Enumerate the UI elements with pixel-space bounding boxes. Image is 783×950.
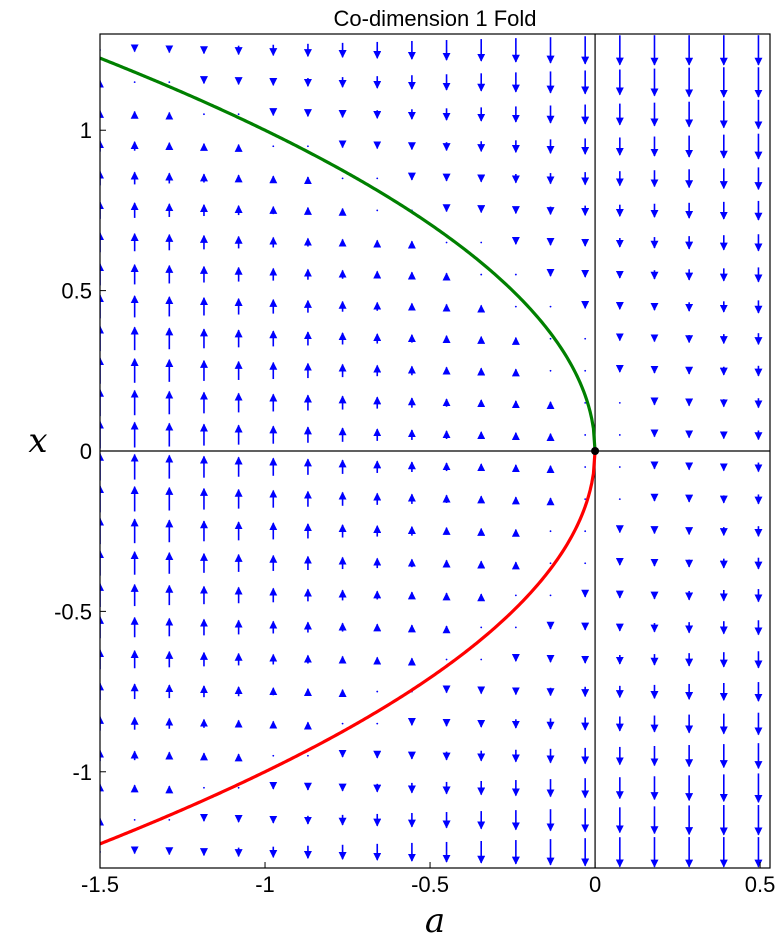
vector-arrow: [480, 273, 483, 276]
vector-arrow: [133, 81, 136, 84]
y-tick-label: 0.5: [61, 279, 92, 304]
plot-area: [100, 34, 770, 868]
vector-arrow: [549, 369, 552, 372]
vector-arrow: [549, 562, 552, 565]
vector-arrow: [376, 177, 379, 180]
vector-arrow: [376, 690, 379, 693]
x-axis-ticks: -1.5 -1 -0.5 0 0.5: [81, 862, 775, 897]
vector-arrow: [514, 594, 517, 597]
vector-arrow: [584, 337, 587, 340]
vector-arrow: [549, 305, 552, 308]
vector-arrow: [203, 786, 205, 789]
vector-arrow: [584, 369, 587, 372]
y-tick-label: -1: [72, 760, 92, 785]
vector-arrow: [514, 305, 517, 308]
vector-arrow: [514, 626, 517, 629]
vector-arrow: [376, 209, 379, 212]
x-tick-label: -1.5: [81, 872, 119, 897]
x-tick-label: -0.5: [411, 872, 449, 897]
vector-arrow: [307, 145, 309, 148]
x-tick-label: -1: [255, 872, 275, 897]
vector-arrow: [584, 434, 587, 436]
vector-arrow: [341, 722, 344, 725]
y-axis-label: x: [28, 421, 47, 461]
y-axis-ticks: -1 -0.5 0 0.5 1: [54, 118, 106, 785]
x-axis-label: a: [425, 901, 445, 941]
vector-arrow: [584, 530, 587, 533]
y-tick-label: 1: [80, 118, 92, 143]
vector-arrow: [376, 722, 379, 725]
vector-arrow: [549, 337, 552, 340]
vector-arrow: [237, 113, 240, 116]
vector-arrow: [584, 401, 587, 404]
vector-arrow: [618, 466, 621, 468]
x-tick-label: 0: [589, 872, 601, 897]
vector-arrow: [480, 626, 483, 629]
vector-arrow: [307, 754, 309, 757]
vector-arrow: [549, 530, 552, 533]
vector-arrow: [272, 145, 275, 148]
vector-arrow: [168, 818, 171, 821]
y-tick-label: -0.5: [54, 599, 92, 624]
y-tick-label: 0: [80, 439, 92, 464]
vector-arrow: [584, 466, 587, 468]
upper-branch-curve: [100, 56, 597, 452]
vector-arrow: [584, 498, 587, 501]
vector-arrow: [272, 754, 275, 757]
lower-branch-curve: [100, 450, 597, 846]
vector-arrow: [584, 562, 587, 565]
vector-arrow: [203, 113, 205, 116]
vector-arrow: [514, 273, 517, 276]
x-tick-label: 0.5: [745, 872, 776, 897]
vector-arrow: [618, 401, 621, 404]
vector-arrow: [549, 594, 552, 597]
vector-arrow: [618, 498, 621, 501]
vector-arrow: [480, 241, 483, 244]
vector-arrow: [618, 434, 621, 436]
vector-arrow: [445, 658, 448, 661]
vector-arrow: [480, 658, 483, 661]
vector-arrow: [445, 241, 448, 244]
fold-point: [591, 447, 600, 455]
vector-arrow: [237, 786, 240, 789]
vector-arrow: [341, 177, 344, 180]
vector-arrow: [168, 81, 171, 84]
chart-title: Co-dimension 1 Fold: [334, 6, 537, 31]
vector-field: [100, 35, 763, 868]
vector-arrow: [133, 818, 136, 821]
